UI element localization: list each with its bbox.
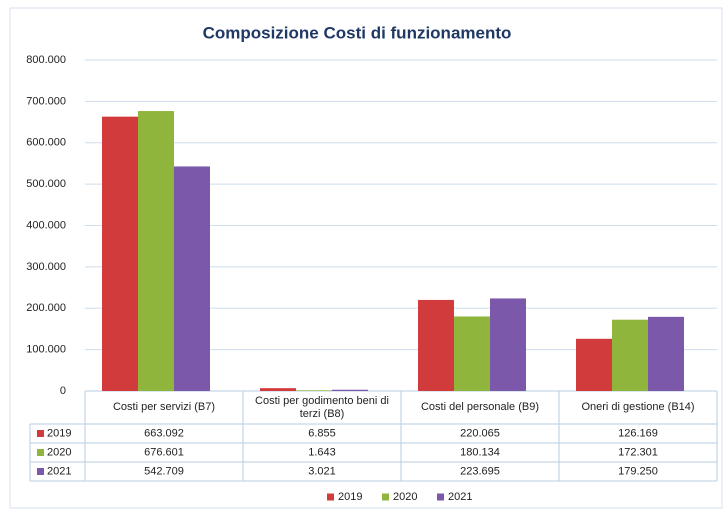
table-row-label: 2021 [47,465,71,477]
bar [454,316,490,391]
table-value: 179.250 [618,465,658,477]
table-value: 220.065 [460,427,500,439]
table-value: 126.169 [618,427,658,439]
table-legend-key [37,449,44,456]
bar [332,389,368,391]
y-tick-label: 400.000 [26,219,66,231]
legend-label: 2021 [448,491,472,503]
table-legend-key [37,468,44,475]
legend-label: 2019 [338,491,362,503]
table-value: 6.855 [308,427,336,439]
bar [174,166,210,391]
y-tick-label: 200.000 [26,302,66,314]
bar [648,316,684,391]
table-row-label: 2020 [47,446,71,458]
x-tick-label: Costi per godimento beni di terzi (B8) [255,394,389,420]
legend-key [382,493,389,501]
bar [260,388,296,391]
y-tick-label: 300.000 [26,261,66,273]
y-tick-label: 500.000 [26,178,66,190]
table-value: 676.601 [144,446,184,458]
table-value: 180.134 [460,446,500,458]
table-value: 3.021 [308,465,336,477]
bar [490,298,526,391]
table-value: 1.643 [308,446,336,458]
chart-title: Composizione Costi di funzionamento [203,23,512,42]
legend-key [437,493,444,501]
bar [138,111,174,391]
bar [612,319,648,391]
y-tick-label: 800.000 [26,54,66,66]
legend-label: 2020 [393,491,417,503]
bar [576,338,612,391]
y-tick-label: 700.000 [26,95,66,107]
table-value: 172.301 [618,446,658,458]
bar [296,390,332,391]
table-value: 542.709 [144,465,184,477]
table-value: 223.695 [460,465,500,477]
y-tick-label: 100.000 [26,344,66,356]
x-tick-label: Costi per servizi (B7) [112,401,216,413]
x-tick-label: Oneri di gestione (B14) [581,401,695,413]
legend-key [327,493,334,501]
bar [102,116,138,391]
bar [418,299,454,391]
y-tick-label: 0 [60,385,66,397]
table-value: 663.092 [144,427,184,439]
x-tick-label: Costi del personale (B9) [420,401,539,413]
table-legend-key [37,430,44,437]
table-row-label: 2019 [47,427,71,439]
y-tick-label: 600.000 [26,137,66,149]
